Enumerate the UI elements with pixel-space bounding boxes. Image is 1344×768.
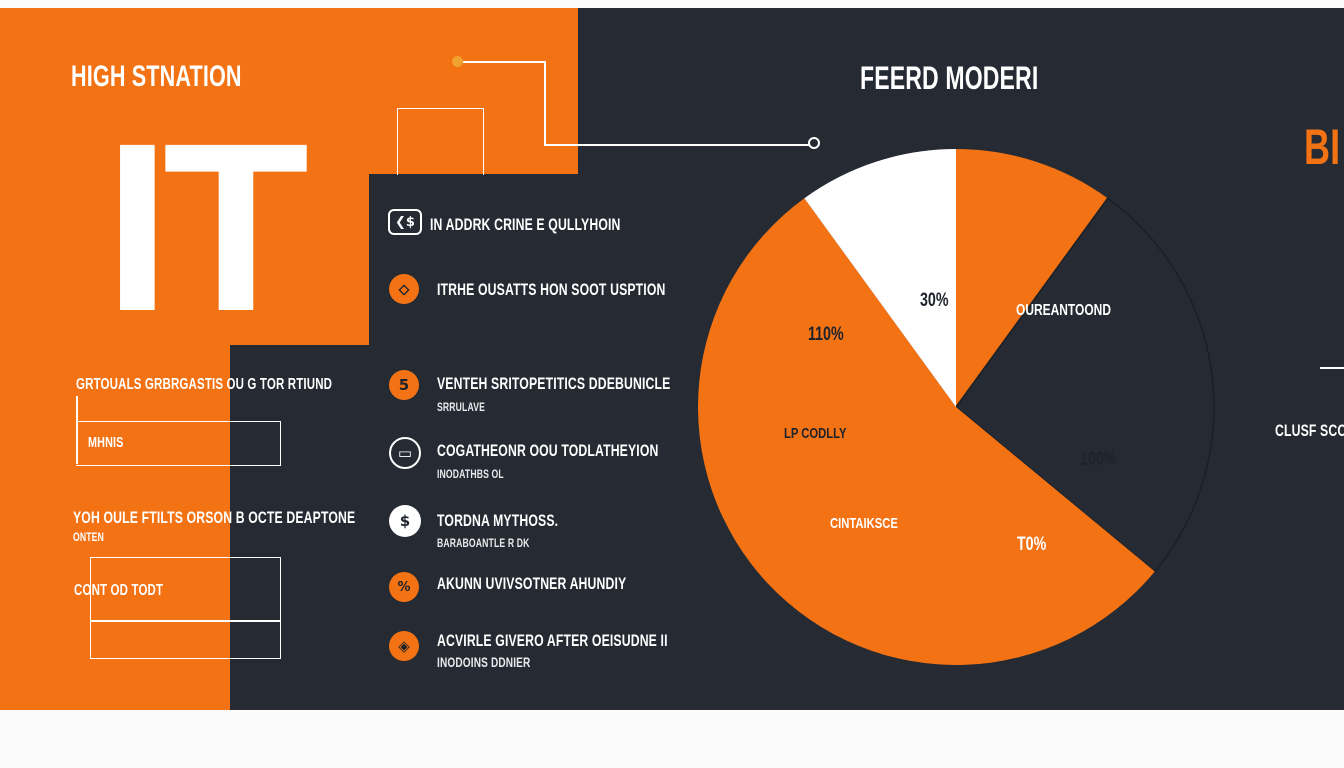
right-title: FEERD MODERI (860, 60, 1039, 96)
wallet-icon: ❮$ (388, 209, 422, 235)
list-item-title: ITRHE OUSATTS HON SOOT USPTION (437, 280, 666, 299)
pie-annotation: 100% (1080, 448, 1116, 469)
box-2-divider (90, 620, 281, 622)
list-item-subtitle: BARABOANTLE R DK (437, 536, 530, 550)
connector-line (544, 61, 546, 145)
pie-annotation: CINTAIKSCE (830, 514, 898, 531)
list-item-subtitle: INODOINS DDNIER (437, 654, 531, 670)
left-label-2-sub: ONTEN (73, 530, 104, 544)
monitor-icon: ▭ (389, 437, 421, 469)
list-item-subtitle: SRRULAVE (437, 400, 486, 414)
orange-panel-bottom (0, 345, 230, 710)
bottom-strip (0, 710, 1344, 768)
location-pin-icon: ⬦ (389, 274, 419, 304)
pie-annotation: LP CODLLY (784, 424, 847, 441)
pie-slice (697, 198, 1155, 665)
orange-panel-top (0, 8, 578, 174)
connector-dot (452, 56, 463, 67)
number-five-icon: 5 (389, 370, 419, 400)
orange-panel-middle (0, 174, 369, 345)
pie-chart: 30% 110% LP CODLLY 100% CINTAIKSCE T0% OUREANT… (697, 149, 1215, 665)
list-item-subtitle: INODATHBS OL (437, 467, 504, 481)
list-item-title: ACVIRLE GIVERO AFTER OEISUDNE II (437, 631, 668, 650)
pie-slice (804, 149, 956, 407)
right-side-label: CLUSF SCOG (1275, 421, 1344, 440)
left-label-1: GRTOUALS GRBRGASTIS OU G TOR RTIUND (76, 376, 333, 393)
dollar-coin-icon: $ (389, 505, 421, 537)
list-item-title: TORDNA MYTHOSS. (437, 511, 559, 530)
box-1-text: MHNIS (88, 434, 124, 451)
pie-annotation: T0% (1017, 533, 1046, 554)
shield-icon: ◈ (389, 631, 419, 661)
box-2 (90, 557, 281, 659)
right-connector-line (1320, 367, 1344, 369)
outline-frame (397, 108, 484, 175)
list-item-title: VENTEH SRITOPETITICS DDEBUNICLE (437, 374, 671, 393)
list-item-title: IN ADDRK CRINE E QULLYHOIN (430, 215, 621, 234)
list-item-title: COGATHEONR OOU TODLATHEYION (437, 441, 659, 460)
pie-slice (956, 149, 1108, 407)
big-it-mark: IT (104, 93, 309, 361)
box-1 (76, 421, 281, 466)
left-title: HIGH STNATION (71, 60, 242, 93)
list-item-title: AKUNN UVIVSOTNER AHUNDIY (437, 574, 627, 593)
connector-line (463, 61, 545, 63)
box-1-left-edge (76, 396, 78, 464)
percent-icon: % (389, 572, 419, 602)
pie-annotation: 110% (808, 323, 844, 344)
connector-line (544, 144, 810, 146)
pie-annotation: 30% (920, 289, 949, 310)
right-edge-word: BI (1304, 119, 1341, 175)
pie-slice (954, 197, 1215, 573)
left-label-3: CONT OD TODT (74, 582, 164, 599)
connector-end-dot (808, 137, 820, 149)
left-label-2: YOH OULE FTILTS ORSON B OCTE DEAPTONE (73, 508, 356, 527)
pie-slice-label: OUREANTOOND (1016, 300, 1111, 318)
